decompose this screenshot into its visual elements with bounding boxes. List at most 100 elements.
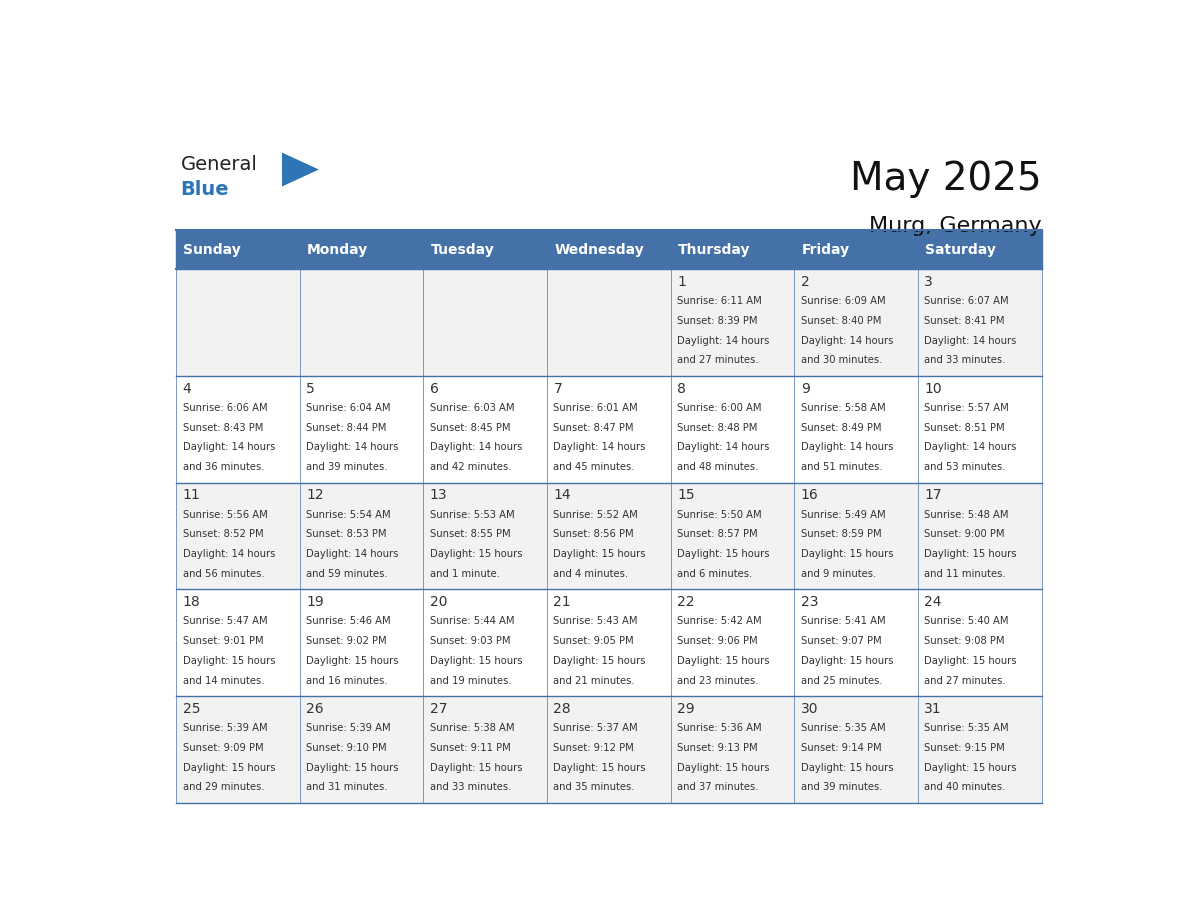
Text: Sunset: 8:45 PM: Sunset: 8:45 PM (430, 422, 511, 432)
Text: and 25 minutes.: and 25 minutes. (801, 676, 883, 686)
Text: Sunset: 8:43 PM: Sunset: 8:43 PM (183, 422, 263, 432)
Text: Daylight: 15 hours: Daylight: 15 hours (924, 655, 1017, 666)
Text: 3: 3 (924, 274, 933, 289)
Text: Daylight: 15 hours: Daylight: 15 hours (677, 763, 770, 773)
FancyBboxPatch shape (176, 376, 299, 483)
Text: Daylight: 15 hours: Daylight: 15 hours (307, 655, 399, 666)
FancyBboxPatch shape (795, 230, 918, 269)
Text: Sunset: 8:49 PM: Sunset: 8:49 PM (801, 422, 881, 432)
Text: 20: 20 (430, 595, 448, 609)
Text: and 40 minutes.: and 40 minutes. (924, 782, 1006, 792)
Text: Sunrise: 6:04 AM: Sunrise: 6:04 AM (307, 403, 391, 413)
Text: and 30 minutes.: and 30 minutes. (801, 355, 883, 365)
Text: Sunset: 9:10 PM: Sunset: 9:10 PM (307, 743, 387, 753)
Text: Sunrise: 6:09 AM: Sunrise: 6:09 AM (801, 297, 885, 306)
Text: Sunset: 8:51 PM: Sunset: 8:51 PM (924, 422, 1005, 432)
Text: 28: 28 (554, 701, 571, 716)
Text: Daylight: 15 hours: Daylight: 15 hours (430, 655, 523, 666)
FancyBboxPatch shape (795, 376, 918, 483)
Text: Daylight: 15 hours: Daylight: 15 hours (677, 549, 770, 559)
Text: Sunrise: 5:40 AM: Sunrise: 5:40 AM (924, 616, 1009, 626)
Text: Daylight: 15 hours: Daylight: 15 hours (801, 763, 893, 773)
FancyBboxPatch shape (671, 483, 795, 589)
Text: Sunrise: 5:58 AM: Sunrise: 5:58 AM (801, 403, 885, 413)
Text: Wednesday: Wednesday (555, 242, 644, 257)
Text: Sunrise: 5:37 AM: Sunrise: 5:37 AM (554, 723, 638, 733)
Text: Friday: Friday (802, 242, 849, 257)
Text: Daylight: 15 hours: Daylight: 15 hours (924, 549, 1017, 559)
Text: 1: 1 (677, 274, 685, 289)
Text: 10: 10 (924, 382, 942, 396)
Text: Sunrise: 6:07 AM: Sunrise: 6:07 AM (924, 297, 1009, 306)
FancyBboxPatch shape (546, 230, 671, 269)
Text: Daylight: 14 hours: Daylight: 14 hours (924, 336, 1017, 346)
FancyBboxPatch shape (299, 589, 423, 696)
FancyBboxPatch shape (423, 589, 546, 696)
Text: Sunset: 8:48 PM: Sunset: 8:48 PM (677, 422, 758, 432)
Text: and 59 minutes.: and 59 minutes. (307, 569, 387, 579)
FancyBboxPatch shape (671, 269, 795, 376)
FancyBboxPatch shape (176, 696, 299, 803)
Text: Daylight: 14 hours: Daylight: 14 hours (677, 336, 770, 346)
Text: Daylight: 14 hours: Daylight: 14 hours (307, 549, 399, 559)
FancyBboxPatch shape (546, 483, 671, 589)
Text: and 42 minutes.: and 42 minutes. (430, 462, 511, 472)
Text: Daylight: 15 hours: Daylight: 15 hours (430, 549, 523, 559)
Text: and 31 minutes.: and 31 minutes. (307, 782, 387, 792)
FancyBboxPatch shape (795, 269, 918, 376)
Text: Sunset: 8:41 PM: Sunset: 8:41 PM (924, 316, 1005, 326)
Text: Daylight: 15 hours: Daylight: 15 hours (677, 655, 770, 666)
Text: Sunset: 9:00 PM: Sunset: 9:00 PM (924, 530, 1005, 540)
Text: Sunset: 8:55 PM: Sunset: 8:55 PM (430, 530, 511, 540)
Text: and 45 minutes.: and 45 minutes. (554, 462, 634, 472)
Text: and 27 minutes.: and 27 minutes. (677, 355, 759, 365)
Text: Daylight: 14 hours: Daylight: 14 hours (677, 442, 770, 453)
Text: Sunset: 8:53 PM: Sunset: 8:53 PM (307, 530, 387, 540)
FancyBboxPatch shape (918, 376, 1042, 483)
Text: Sunrise: 5:39 AM: Sunrise: 5:39 AM (183, 723, 267, 733)
Text: 27: 27 (430, 701, 448, 716)
Text: 19: 19 (307, 595, 324, 609)
Text: and 51 minutes.: and 51 minutes. (801, 462, 883, 472)
FancyBboxPatch shape (299, 696, 423, 803)
Text: Tuesday: Tuesday (431, 242, 494, 257)
Text: Sunrise: 5:44 AM: Sunrise: 5:44 AM (430, 616, 514, 626)
Text: Sunset: 8:57 PM: Sunset: 8:57 PM (677, 530, 758, 540)
Text: 7: 7 (554, 382, 562, 396)
FancyBboxPatch shape (423, 230, 546, 269)
Text: 14: 14 (554, 488, 571, 502)
Text: and 21 minutes.: and 21 minutes. (554, 676, 636, 686)
FancyBboxPatch shape (918, 483, 1042, 589)
Text: 4: 4 (183, 382, 191, 396)
Text: Sunset: 9:06 PM: Sunset: 9:06 PM (677, 636, 758, 646)
Text: and 39 minutes.: and 39 minutes. (801, 782, 883, 792)
Text: Sunset: 9:13 PM: Sunset: 9:13 PM (677, 743, 758, 753)
Text: and 36 minutes.: and 36 minutes. (183, 462, 264, 472)
Text: Daylight: 14 hours: Daylight: 14 hours (801, 336, 893, 346)
Text: Daylight: 15 hours: Daylight: 15 hours (924, 763, 1017, 773)
Text: and 19 minutes.: and 19 minutes. (430, 676, 512, 686)
Text: Sunset: 9:09 PM: Sunset: 9:09 PM (183, 743, 264, 753)
Text: Daylight: 14 hours: Daylight: 14 hours (307, 442, 399, 453)
Text: Sunset: 8:52 PM: Sunset: 8:52 PM (183, 530, 264, 540)
Text: Sunrise: 5:41 AM: Sunrise: 5:41 AM (801, 616, 885, 626)
Text: Daylight: 15 hours: Daylight: 15 hours (554, 655, 646, 666)
Text: Sunrise: 5:48 AM: Sunrise: 5:48 AM (924, 509, 1009, 520)
FancyBboxPatch shape (671, 696, 795, 803)
Text: Daylight: 14 hours: Daylight: 14 hours (554, 442, 646, 453)
Text: Sunset: 8:47 PM: Sunset: 8:47 PM (554, 422, 634, 432)
FancyBboxPatch shape (299, 269, 423, 376)
Text: Sunset: 8:56 PM: Sunset: 8:56 PM (554, 530, 634, 540)
Text: and 6 minutes.: and 6 minutes. (677, 569, 752, 579)
Text: Daylight: 14 hours: Daylight: 14 hours (924, 442, 1017, 453)
Text: Sunrise: 6:03 AM: Sunrise: 6:03 AM (430, 403, 514, 413)
Text: Sunset: 8:59 PM: Sunset: 8:59 PM (801, 530, 881, 540)
Text: Sunrise: 6:01 AM: Sunrise: 6:01 AM (554, 403, 638, 413)
FancyBboxPatch shape (918, 230, 1042, 269)
Text: Daylight: 15 hours: Daylight: 15 hours (554, 549, 646, 559)
Text: and 33 minutes.: and 33 minutes. (924, 355, 1006, 365)
Text: Sunday: Sunday (183, 242, 241, 257)
Text: Sunrise: 5:38 AM: Sunrise: 5:38 AM (430, 723, 514, 733)
Text: Sunset: 9:11 PM: Sunset: 9:11 PM (430, 743, 511, 753)
Text: Sunrise: 5:49 AM: Sunrise: 5:49 AM (801, 509, 885, 520)
